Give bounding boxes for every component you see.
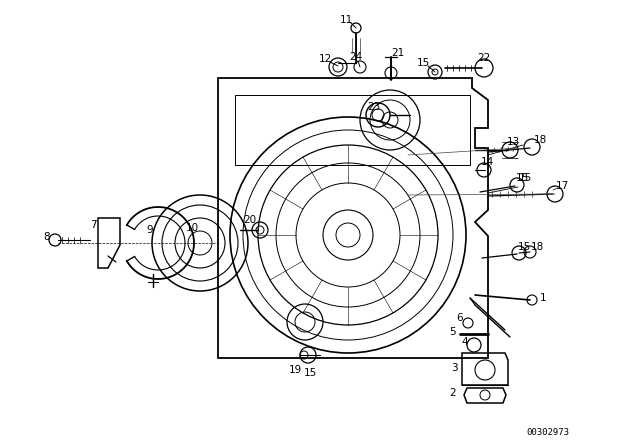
Text: 8: 8 <box>44 232 51 242</box>
Text: 6: 6 <box>457 313 463 323</box>
Text: 18: 18 <box>533 135 547 145</box>
Text: 23: 23 <box>367 102 381 112</box>
Text: 00302973: 00302973 <box>527 427 570 436</box>
Text: 13: 13 <box>506 137 520 147</box>
Text: 5: 5 <box>449 327 455 337</box>
Text: 14: 14 <box>481 157 493 167</box>
Text: 17: 17 <box>556 181 568 191</box>
Text: 20: 20 <box>243 215 257 225</box>
Text: 15: 15 <box>518 173 532 183</box>
Text: 10: 10 <box>186 223 198 233</box>
Text: 2: 2 <box>450 388 456 398</box>
Text: 9: 9 <box>147 225 154 235</box>
Text: 22: 22 <box>477 53 491 63</box>
Text: 3: 3 <box>451 363 458 373</box>
Text: 15: 15 <box>517 242 531 252</box>
Text: 11: 11 <box>339 15 353 25</box>
Text: 24: 24 <box>349 52 363 62</box>
Text: 1: 1 <box>540 293 547 303</box>
Text: 4: 4 <box>461 337 468 347</box>
Text: 15: 15 <box>303 368 317 378</box>
Text: 21: 21 <box>392 48 404 58</box>
Text: 19: 19 <box>289 365 301 375</box>
Text: 15: 15 <box>417 58 429 68</box>
Text: 12: 12 <box>318 54 332 64</box>
Text: 7: 7 <box>90 220 96 230</box>
Text: 15: 15 <box>515 173 529 183</box>
Text: 18: 18 <box>531 242 543 252</box>
